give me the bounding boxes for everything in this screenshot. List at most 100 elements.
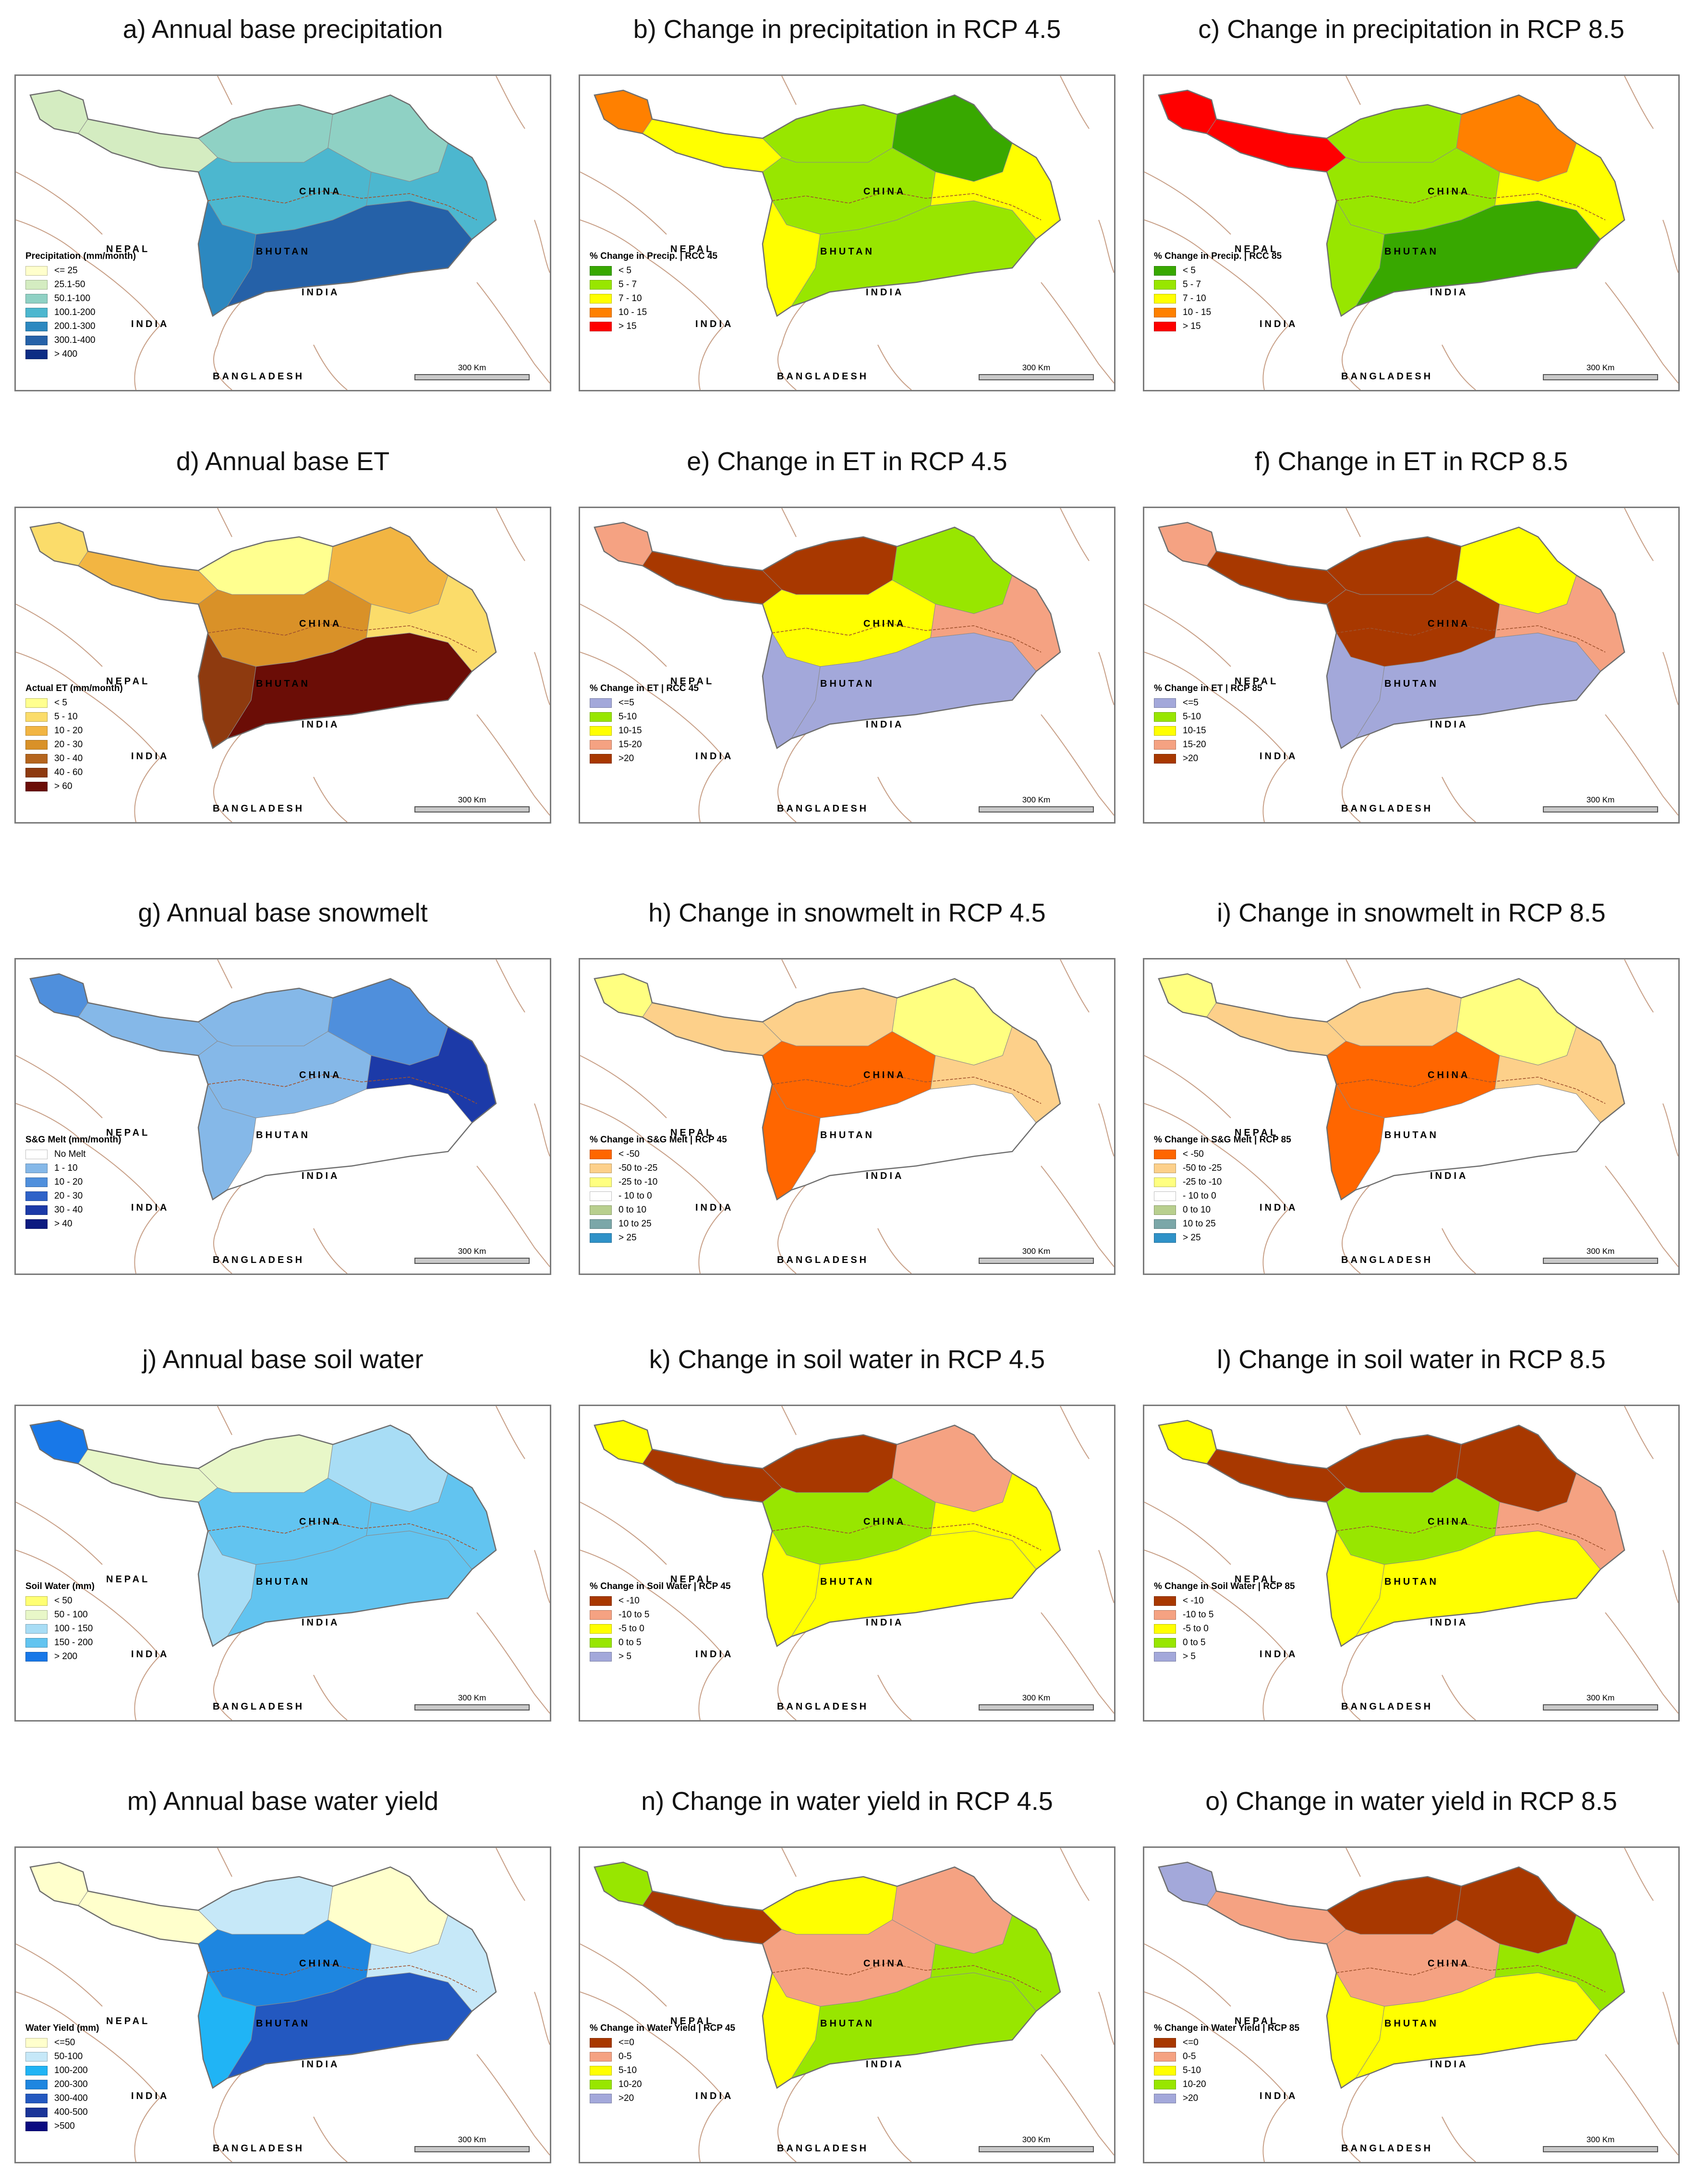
basin-zone-west <box>30 1420 88 1464</box>
legend-item: < -50 <box>590 1147 727 1161</box>
panel-title: k) Change in soil water in RCP 4.5 <box>649 1345 1045 1374</box>
legend-label: 15-20 <box>1183 739 1206 750</box>
legend-swatch <box>590 740 612 750</box>
label-china: CHINA <box>299 186 342 197</box>
label-india-region: INDIA <box>866 1171 904 1181</box>
legend-swatch <box>1154 1191 1176 1201</box>
scale-bar: 300 Km <box>1543 1247 1658 1264</box>
scale-bar-label: 300 Km <box>1022 795 1051 804</box>
legend-label: 0 to 5 <box>618 1637 642 1648</box>
scale-bar-label: 300 Km <box>1586 795 1615 804</box>
scale-bar-label: 300 Km <box>1022 1247 1051 1256</box>
legend-swatch <box>1154 698 1176 708</box>
basin-zone-west <box>30 522 88 566</box>
basin-zones <box>1158 1420 1625 1647</box>
label-bangladesh: BANGLADESH <box>213 2143 305 2154</box>
basin-zone-north-central <box>762 536 897 595</box>
legend-swatch <box>590 279 612 290</box>
label-china: CHINA <box>1428 1070 1470 1080</box>
label-nepal: NEPAL <box>1235 1128 1279 1138</box>
background-borders <box>16 508 550 822</box>
legend-item: >20 <box>1154 752 1262 765</box>
label-nepal: NEPAL <box>106 676 150 687</box>
legend-item: 0-5 <box>590 2050 735 2063</box>
legend-label: < -50 <box>618 1149 640 1159</box>
international-border <box>207 623 477 653</box>
map-frame: CHINA NEPAL BHUTAN INDIA INDIA BANGLADES… <box>14 507 551 824</box>
label-india-region: INDIA <box>302 719 340 730</box>
legend-label: <=5 <box>618 697 634 708</box>
label-nepal: NEPAL <box>670 1574 715 1585</box>
legend-label: <=0 <box>1183 2037 1199 2048</box>
label-india-region: INDIA <box>1430 2059 1468 2070</box>
label-china: CHINA <box>1428 186 1470 197</box>
basin-zone-west <box>594 90 653 134</box>
legend-swatch <box>25 1163 48 1173</box>
legend-label: >500 <box>54 2121 75 2131</box>
legend-label: 300.1-400 <box>54 335 96 345</box>
basin-zone-north-central <box>762 104 897 163</box>
legend-item: >20 <box>590 752 699 765</box>
legend-item: 0 to 5 <box>1154 1636 1295 1650</box>
basin-outline <box>1158 1861 1625 2089</box>
legend-swatch <box>1154 712 1176 722</box>
basin-zones <box>1158 90 1625 316</box>
legend-title: Precipitation (mm/month) <box>25 251 136 261</box>
background-borders <box>580 959 1114 1274</box>
legend-label: -5 to 0 <box>618 1623 644 1634</box>
label-india-south: INDIA <box>1260 319 1298 329</box>
legend-swatch <box>25 1205 48 1215</box>
legend-item: 5-10 <box>1154 2063 1299 2077</box>
map-frame: CHINA NEPAL BHUTAN INDIA INDIA BANGLADES… <box>14 74 551 391</box>
label-india-region: INDIA <box>866 1617 904 1628</box>
scale-bar-graphic <box>414 1258 530 1264</box>
label-bhutan: BHUTAN <box>256 246 310 257</box>
legend-label: 0 to 5 <box>1183 1637 1206 1648</box>
legend-title: Soil Water (mm) <box>25 1581 95 1591</box>
basin-zone-north-central <box>762 1434 897 1493</box>
label-india-region: INDIA <box>302 2059 340 2070</box>
legend-title: % Change in Water Yield | RCP 85 <box>1154 2023 1300 2033</box>
legend-item: No Melt <box>25 1147 121 1161</box>
map-legend: % Change in ET | RCP 85 <=5 5-10 10-15 15-2… <box>1154 683 1262 765</box>
legend-item: 10 to 25 <box>1154 1217 1291 1231</box>
legend-label: 5 - 7 <box>618 279 637 290</box>
basin-outline <box>1158 973 1625 1201</box>
legend-swatch <box>1154 1205 1176 1215</box>
legend-swatch <box>1154 1624 1176 1634</box>
legend-swatch <box>25 2051 48 2062</box>
legend-swatch <box>25 2038 48 2048</box>
legend-label: > 5 <box>618 1651 631 1662</box>
legend-item: 150 - 200 <box>25 1636 95 1650</box>
legend-swatch <box>25 1638 48 1648</box>
legend-items: < -50 -50 to -25 -25 to -10 - 10 to 0 0 to 1… <box>590 1147 727 1245</box>
basin-outline <box>594 1861 1061 2089</box>
legend-label: 10 to 25 <box>1183 1218 1216 1229</box>
basin-zone-west <box>30 973 88 1018</box>
international-border <box>772 1074 1042 1104</box>
legend-item: <=0 <box>1154 2036 1299 2050</box>
basin-map-svg <box>16 959 550 1274</box>
legend-swatch <box>25 1219 48 1229</box>
legend-item: > 15 <box>1154 319 1282 333</box>
basin-map-svg <box>16 76 550 390</box>
legend-label: > 400 <box>54 349 78 359</box>
panel-title: d) Annual base ET <box>176 447 390 476</box>
basin-outline <box>594 89 1061 317</box>
label-china: CHINA <box>299 1958 342 1969</box>
legend-swatch <box>1154 2093 1176 2103</box>
legend-label: 10 - 20 <box>54 1177 83 1187</box>
legend-item: 50.1-100 <box>25 291 136 305</box>
label-india-south: INDIA <box>1260 1649 1298 1660</box>
legend-label: - 10 to 0 <box>618 1190 652 1201</box>
legend-label: -50 to -25 <box>1183 1163 1222 1173</box>
background-borders <box>1144 959 1678 1274</box>
international-border <box>772 1521 1042 1551</box>
legend-swatch <box>1154 726 1176 736</box>
scale-bar-label: 300 Km <box>1586 363 1615 372</box>
legend-item: -10 to 5 <box>1154 1608 1295 1622</box>
legend-title: % Change in Water Yield | RCP 45 <box>590 2023 736 2033</box>
map-frame: CHINA NEPAL BHUTAN INDIA INDIA BANGLADES… <box>14 1405 551 1722</box>
scale-bar: 300 Km <box>414 2135 530 2152</box>
international-border <box>772 1963 1042 1992</box>
